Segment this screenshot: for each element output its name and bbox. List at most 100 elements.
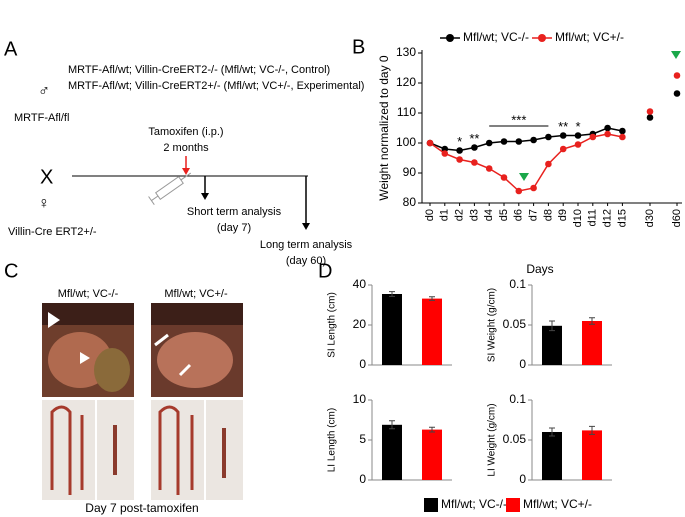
panel-label: D bbox=[318, 260, 332, 282]
bar bbox=[542, 432, 562, 480]
y-axis-label: Weight normalized to day 0 bbox=[377, 55, 391, 201]
legend-swatch bbox=[424, 498, 438, 512]
legend-label: Mfl/wt; VC-/- bbox=[463, 30, 529, 44]
data-point bbox=[530, 136, 537, 144]
x-tick-label: d1 bbox=[439, 209, 451, 221]
error-bar bbox=[549, 427, 555, 437]
x-tick-label: d6 bbox=[513, 209, 525, 221]
y-tick-label: 0.1 bbox=[509, 392, 526, 406]
bar bbox=[422, 298, 442, 365]
error-bar bbox=[429, 296, 435, 301]
data-point bbox=[545, 160, 552, 168]
data-point bbox=[500, 174, 508, 181]
data-point bbox=[456, 156, 463, 163]
legend-label: Mfl/wt; VC+/- bbox=[523, 497, 592, 511]
data-point bbox=[619, 133, 626, 141]
photo-detail bbox=[157, 332, 233, 388]
panel-label: B bbox=[352, 36, 365, 58]
data-point bbox=[485, 165, 493, 172]
y-tick-label: 40 bbox=[353, 277, 367, 291]
x-tick-label: d8 bbox=[542, 209, 554, 221]
cross: X bbox=[40, 166, 53, 188]
y-tick-label: 0 bbox=[359, 357, 366, 371]
panel-label: A bbox=[4, 38, 18, 60]
photo-detail bbox=[42, 303, 134, 325]
long-term: Long term analysis bbox=[260, 239, 353, 251]
data-point bbox=[456, 147, 463, 154]
data-point bbox=[545, 133, 552, 141]
photo-header: Mfl/wt; VC+/- bbox=[164, 288, 228, 300]
cross-line: MRTF-Afl/wt; Villin-CreERT2-/- (Mfl/wt; … bbox=[68, 64, 330, 76]
y-tick-label: 120 bbox=[396, 75, 416, 89]
syringe-plunger bbox=[151, 195, 159, 201]
data-point bbox=[604, 130, 611, 138]
photo-detail bbox=[151, 303, 243, 325]
x-tick-label: d11 bbox=[587, 209, 599, 227]
panel-label: C bbox=[4, 260, 18, 282]
x-tick-label: d12 bbox=[602, 209, 614, 227]
photo-caption: Day 7 post-tamoxifen bbox=[85, 501, 198, 515]
data-point bbox=[673, 72, 681, 79]
x-tick-label: d60 bbox=[671, 209, 683, 227]
y-tick-label: 5 bbox=[359, 432, 366, 446]
data-point bbox=[646, 114, 654, 121]
legend-marker bbox=[538, 34, 546, 42]
photo-detail bbox=[50, 405, 84, 495]
data-point bbox=[515, 138, 523, 145]
annotation: * bbox=[457, 134, 462, 149]
legend-label: Mfl/wt; VC-/- bbox=[441, 497, 507, 511]
data-point bbox=[485, 139, 493, 147]
y-tick-label: 0.05 bbox=[503, 317, 527, 331]
x-tick-label: d10 bbox=[572, 209, 584, 227]
error-bar bbox=[589, 425, 595, 435]
legend-marker bbox=[446, 34, 454, 42]
x-tick-label: d3 bbox=[468, 209, 480, 221]
annotation: ** bbox=[558, 119, 568, 134]
y-tick-label: 0.1 bbox=[509, 277, 526, 291]
photo-arrow bbox=[178, 363, 192, 377]
y-tick-label: 130 bbox=[396, 45, 416, 59]
error-bar bbox=[389, 291, 395, 297]
error-bar bbox=[549, 320, 555, 332]
data-point bbox=[574, 141, 582, 148]
x-axis-label: Days bbox=[526, 262, 553, 276]
male-symbol: ♂ bbox=[38, 83, 50, 100]
data-point bbox=[646, 108, 654, 115]
short-term: Short term analysis bbox=[187, 206, 282, 218]
data-point bbox=[604, 124, 611, 132]
data-point bbox=[559, 132, 567, 139]
y-axis-label: SI Length (cm) bbox=[327, 292, 338, 358]
y-tick-label: 0 bbox=[519, 357, 526, 371]
data-point bbox=[500, 138, 508, 145]
short-term: (day 7) bbox=[217, 222, 251, 234]
syringe bbox=[148, 172, 192, 205]
female-symbol: ♀ bbox=[38, 195, 50, 212]
error-bar bbox=[389, 420, 395, 430]
photo-arrowhead bbox=[80, 352, 90, 364]
treatment: 2 months bbox=[163, 142, 209, 154]
data-point bbox=[515, 187, 523, 195]
data-point bbox=[589, 133, 597, 141]
x-tick-label: d9 bbox=[557, 209, 569, 221]
y-tick-label: 20 bbox=[353, 317, 367, 331]
photo-arrowhead bbox=[48, 312, 60, 328]
data-point bbox=[471, 144, 478, 151]
arrow-head bbox=[201, 193, 209, 200]
error-bar bbox=[589, 317, 595, 325]
bar bbox=[382, 424, 402, 480]
syringe-barrel bbox=[155, 175, 184, 200]
y-tick-label: 100 bbox=[396, 135, 416, 149]
x-tick-label: d30 bbox=[644, 209, 656, 227]
y-axis-label: SI Weight (g/cm) bbox=[487, 288, 498, 362]
annotation: *** bbox=[511, 112, 526, 127]
data-point bbox=[530, 184, 537, 192]
annotation: * bbox=[575, 119, 580, 134]
y-tick-label: 90 bbox=[403, 165, 417, 179]
x-tick-label: d7 bbox=[528, 209, 540, 221]
treatment: Tamoxifen (i.p.) bbox=[148, 126, 223, 138]
x-tick-label: d4 bbox=[483, 209, 495, 221]
marker-triangle bbox=[519, 173, 529, 181]
y-tick-label: 0 bbox=[519, 472, 526, 486]
x-tick-label: d5 bbox=[498, 209, 510, 221]
